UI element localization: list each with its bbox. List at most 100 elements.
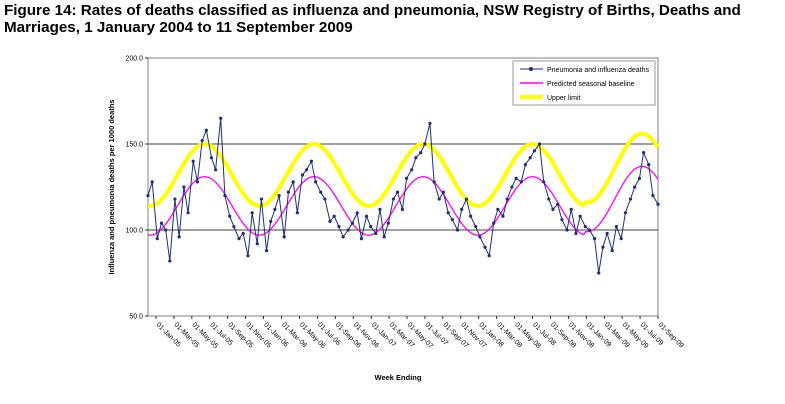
data-point (250, 211, 254, 215)
data-point (410, 168, 414, 172)
x-axis-label: Week Ending (375, 373, 422, 382)
data-point (569, 207, 573, 211)
data-point (610, 249, 614, 253)
data-point (246, 254, 250, 258)
data-point (455, 228, 460, 232)
data-point (237, 237, 241, 241)
data-point (474, 224, 478, 229)
data-point (341, 235, 345, 239)
data-point (228, 214, 232, 218)
data-point (309, 159, 314, 163)
data-point (556, 202, 560, 206)
data-point (619, 237, 623, 241)
data-point (647, 163, 651, 167)
data-point (423, 142, 427, 146)
data-point (204, 128, 208, 132)
y-axis: 50.0 100.0 150.0 200.0 (125, 56, 148, 321)
data-point (628, 197, 633, 201)
data-point (441, 190, 446, 194)
data-point (428, 121, 432, 125)
data-point (346, 228, 350, 232)
data-point (241, 231, 245, 236)
data-point (328, 219, 332, 223)
data-point (223, 194, 227, 198)
data-point (656, 202, 660, 206)
data-point (574, 231, 578, 236)
data-point (592, 237, 597, 241)
data-point (305, 168, 309, 172)
legend-marker-deaths (529, 67, 533, 71)
data-point (359, 237, 363, 241)
data-point (587, 228, 592, 232)
data-point (532, 149, 536, 153)
data-point (332, 214, 336, 218)
data-point (597, 271, 601, 275)
legend: Pneumonia and influenza deaths Predicted… (512, 60, 656, 106)
data-point (460, 207, 464, 211)
y-tick-label: 200.0 (125, 56, 143, 63)
data-point (191, 159, 195, 163)
data-point (286, 190, 290, 194)
data-point (446, 211, 450, 215)
series-predicted-baseline (147, 165, 659, 236)
data-point (523, 163, 528, 167)
data-point (323, 197, 327, 201)
data-point (396, 190, 400, 194)
data-point (414, 156, 418, 160)
series-upper-limit (147, 131, 660, 208)
data-point (177, 235, 181, 239)
data-point (637, 176, 642, 180)
data-point (519, 180, 523, 184)
data-point (505, 197, 509, 201)
data-point (273, 207, 277, 211)
data-point (651, 194, 655, 198)
data-point (528, 156, 532, 160)
data-point (510, 185, 514, 189)
data-point (578, 214, 582, 218)
data-point (551, 207, 555, 211)
data-point (219, 116, 223, 120)
data-point (432, 180, 436, 184)
data-point (378, 207, 382, 211)
gridlines (148, 143, 658, 231)
legend-label-upper-limit: Upper limit (547, 95, 581, 102)
data-point (259, 197, 264, 201)
data-point (542, 180, 546, 184)
data-point (369, 224, 373, 229)
data-point (605, 231, 609, 236)
data-point (492, 221, 496, 225)
data-point (547, 197, 551, 201)
data-point (300, 173, 305, 177)
data-point (350, 221, 355, 225)
data-point (560, 218, 564, 222)
data-point (537, 142, 542, 146)
data-point (232, 224, 236, 229)
data-point (565, 228, 569, 232)
data-point (168, 259, 172, 263)
data-point (391, 197, 396, 201)
data-point (186, 211, 190, 215)
data-point (255, 242, 259, 246)
data-point (583, 224, 587, 229)
data-point (483, 245, 487, 249)
data-point (146, 194, 150, 198)
data-point (404, 176, 409, 180)
legend-label-baseline: Predicted seasonal baseline (547, 81, 635, 88)
chart-title: Figure 14: Rates of deaths classified as… (4, 2, 741, 36)
data-point (295, 211, 299, 215)
data-point (514, 176, 518, 180)
data-point (400, 207, 405, 211)
data-point (182, 185, 186, 189)
data-point (314, 180, 318, 184)
data-point (291, 180, 295, 184)
data-point (173, 197, 177, 201)
y-axis-label: Influenza and pneumonia deaths per 1000 … (107, 99, 116, 274)
data-point (319, 190, 323, 194)
data-point (469, 214, 473, 218)
data-point (269, 219, 273, 223)
data-point (464, 197, 469, 201)
data-point (364, 214, 369, 218)
data-point (264, 249, 269, 253)
y-tick-label: 100.0 (125, 228, 143, 235)
